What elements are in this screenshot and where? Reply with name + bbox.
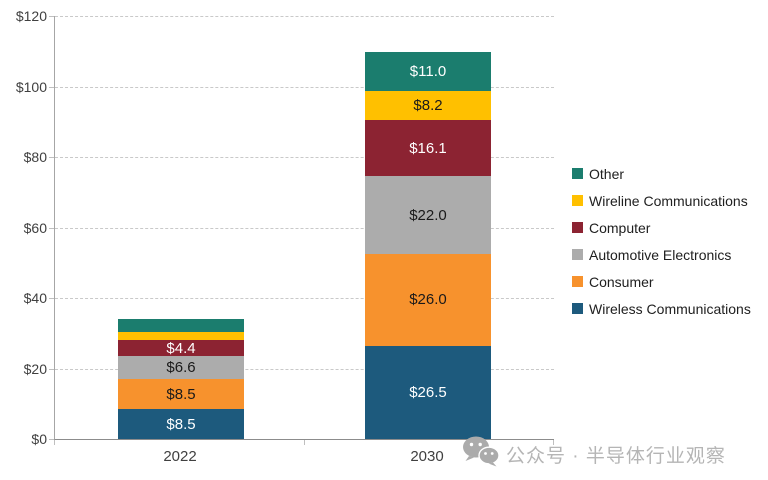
data-label: $4.4 xyxy=(166,339,196,357)
y-axis-tick xyxy=(49,368,54,370)
y-axis-tick xyxy=(49,298,54,299)
legend-swatch-icon xyxy=(572,303,583,314)
legend-item: Other xyxy=(572,160,751,187)
stacked-bar-2030: $26.5 $26.0 $22.0 $16.1 $8.2 $11.0 xyxy=(365,52,491,439)
data-label: $16.1 xyxy=(409,139,447,157)
bar-segment: $26.0 xyxy=(365,253,491,346)
legend-label: Computer xyxy=(589,219,651,236)
chart-legend: Other Wireline Communications Computer Auto… xyxy=(572,160,751,322)
data-label: $8.5 xyxy=(166,415,196,433)
watermark-text: 公众号 · 半导体行业观察 xyxy=(506,445,726,467)
y-axis-label: $60 xyxy=(23,219,47,236)
legend-label: Automotive Electronics xyxy=(589,246,732,263)
y-axis-tick xyxy=(49,16,54,17)
data-label: $8.5 xyxy=(166,385,196,403)
x-axis-tick xyxy=(553,440,554,445)
bar-segment: $22.0 xyxy=(365,176,491,254)
legend-item: Wireless Communications xyxy=(572,295,751,322)
bar-segment xyxy=(118,331,244,341)
data-label: $26.0 xyxy=(409,291,447,309)
data-label: $11.0 xyxy=(409,62,447,80)
plot-area: $8.5 $8.5 $6.6 $4.4 $26.5 $26.0 $22.0 $16.1 $8.2… xyxy=(54,16,554,440)
bar-segment: $8.5 xyxy=(118,379,244,410)
y-axis-label: $0 xyxy=(31,431,47,447)
y-axis-label: $40 xyxy=(23,290,47,306)
gridline xyxy=(55,86,554,88)
x-axis-tick xyxy=(54,440,55,445)
gridline xyxy=(55,298,554,299)
legend-swatch-icon xyxy=(572,195,583,206)
bar-segment: $26.5 xyxy=(365,345,491,439)
y-axis-label: $20 xyxy=(23,360,47,377)
legend-label: Wireless Communications xyxy=(589,300,751,317)
data-label: $26.5 xyxy=(409,383,447,401)
legend-swatch-icon xyxy=(572,168,583,179)
y-axis-tick xyxy=(49,86,54,88)
x-axis-tick xyxy=(303,440,305,445)
y-axis-label: $120 xyxy=(15,8,47,24)
legend-label: Other xyxy=(589,165,625,182)
y-axis-label: $100 xyxy=(15,78,47,95)
bar-segment: $16.1 xyxy=(365,119,491,177)
gridline xyxy=(55,227,554,229)
x-axis-label: 2030 xyxy=(410,448,444,465)
data-label: $6.6 xyxy=(166,358,196,376)
y-axis-tick xyxy=(49,227,54,229)
legend-swatch-icon xyxy=(572,276,583,287)
data-label: $22.0 xyxy=(409,206,447,224)
bar-segment xyxy=(118,319,244,332)
gridline xyxy=(55,157,554,158)
bar-segment: $4.4 xyxy=(118,340,244,356)
watermark: 公众号 · 半导体行业观察 xyxy=(462,436,726,472)
legend-item: Computer xyxy=(572,214,751,241)
legend-item: Consumer xyxy=(572,268,751,295)
data-label: $8.2 xyxy=(413,96,443,114)
x-axis-label: 2022 xyxy=(163,448,197,465)
gridline xyxy=(55,368,554,370)
wechat-icon xyxy=(462,436,500,472)
legend-label: Wireline Communications xyxy=(589,192,748,209)
y-axis-tick xyxy=(49,157,54,158)
legend-item: Automotive Electronics xyxy=(572,241,751,268)
gridline xyxy=(55,16,554,17)
legend-item: Wireline Communications xyxy=(572,187,751,214)
legend-swatch-icon xyxy=(572,222,583,233)
legend-label: Consumer xyxy=(589,273,654,290)
bar-segment: $6.6 xyxy=(118,355,244,380)
bar-segment: $8.5 xyxy=(118,409,244,439)
y-axis-label: $80 xyxy=(23,149,47,165)
y-axis-tick xyxy=(49,439,54,440)
bar-segment: $11.0 xyxy=(365,52,491,91)
bar-segment: $8.2 xyxy=(365,90,491,120)
stacked-bar-2022: $8.5 $8.5 $6.6 $4.4 xyxy=(118,319,244,439)
legend-swatch-icon xyxy=(572,249,583,260)
